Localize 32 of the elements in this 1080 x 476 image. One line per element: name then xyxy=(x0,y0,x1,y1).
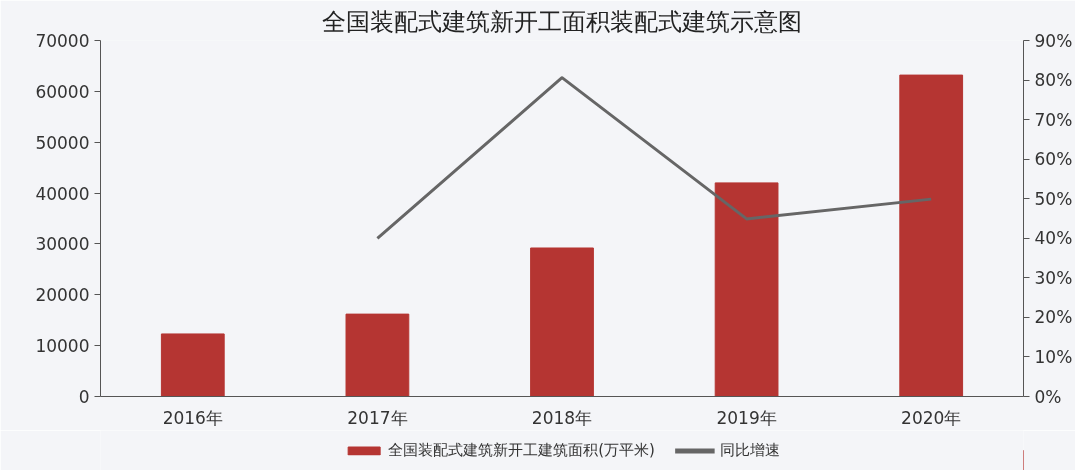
y2-tick-label: 20% xyxy=(1034,307,1073,328)
y2-tick-label: 0% xyxy=(1034,386,1062,407)
y2-tick-label: 50% xyxy=(1034,188,1073,209)
y2-tick-label: 30% xyxy=(1034,267,1073,288)
y2-tick-label: 90% xyxy=(1034,30,1073,51)
y-tick-label: 30000 xyxy=(35,234,90,255)
bar xyxy=(714,182,779,397)
y2-tick-label: 70% xyxy=(1034,109,1073,130)
y-tick-label: 20000 xyxy=(35,285,90,306)
legend-label: 全国装配式建筑新开工建筑面积(万平米) xyxy=(388,440,655,460)
y-tick-label: 10000 xyxy=(35,336,90,357)
y-tick-label: 60000 xyxy=(35,81,90,102)
x-tick-label: 2020年 xyxy=(901,407,962,428)
x-tick-label: 2019年 xyxy=(716,407,777,428)
y-tick-label: 40000 xyxy=(35,183,90,204)
bar xyxy=(530,247,594,397)
y2-tick-label: 60% xyxy=(1034,149,1073,170)
y-tick-label: 0 xyxy=(78,387,90,407)
bar xyxy=(345,313,410,397)
y-tick-label: 70000 xyxy=(35,31,90,51)
y2-tick-label: 80% xyxy=(1034,70,1073,91)
bar xyxy=(899,74,964,397)
y2-tick-label: 40% xyxy=(1034,228,1073,249)
y-tick-label: 50000 xyxy=(35,132,90,153)
bar xyxy=(160,333,225,397)
legend-label: 同比增速 xyxy=(719,440,780,460)
x-tick-label: 2017年 xyxy=(347,407,408,428)
x-tick-label: 2018年 xyxy=(531,407,593,428)
x-tick-label: 2016年 xyxy=(162,407,223,428)
y2-tick-label: 10% xyxy=(1034,346,1073,367)
chart-title: 全国装配式建筑新开工面积装配式建筑示意图 xyxy=(322,7,802,36)
line-series xyxy=(375,76,933,240)
